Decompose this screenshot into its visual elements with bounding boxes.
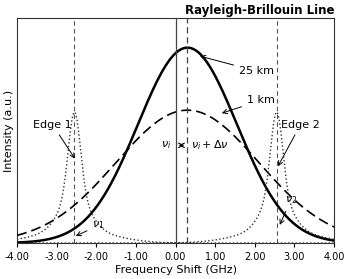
Text: 25 km: 25 km bbox=[201, 56, 274, 76]
Text: $\nu_1$: $\nu_1$ bbox=[77, 220, 105, 236]
Y-axis label: Intensity (a.u.): Intensity (a.u.) bbox=[4, 90, 14, 172]
Text: Rayleigh-Brillouin Line: Rayleigh-Brillouin Line bbox=[185, 4, 334, 17]
Text: Edge 1: Edge 1 bbox=[33, 120, 74, 158]
X-axis label: Frequency Shift (GHz): Frequency Shift (GHz) bbox=[114, 265, 237, 275]
Text: $\nu_i + \Delta\nu$: $\nu_i + \Delta\nu$ bbox=[191, 138, 229, 152]
Text: Edge 2: Edge 2 bbox=[279, 120, 320, 165]
Text: $\nu_i$: $\nu_i$ bbox=[161, 140, 172, 151]
Text: 1 km: 1 km bbox=[223, 95, 275, 114]
Text: $\nu_2$: $\nu_2$ bbox=[280, 194, 297, 224]
